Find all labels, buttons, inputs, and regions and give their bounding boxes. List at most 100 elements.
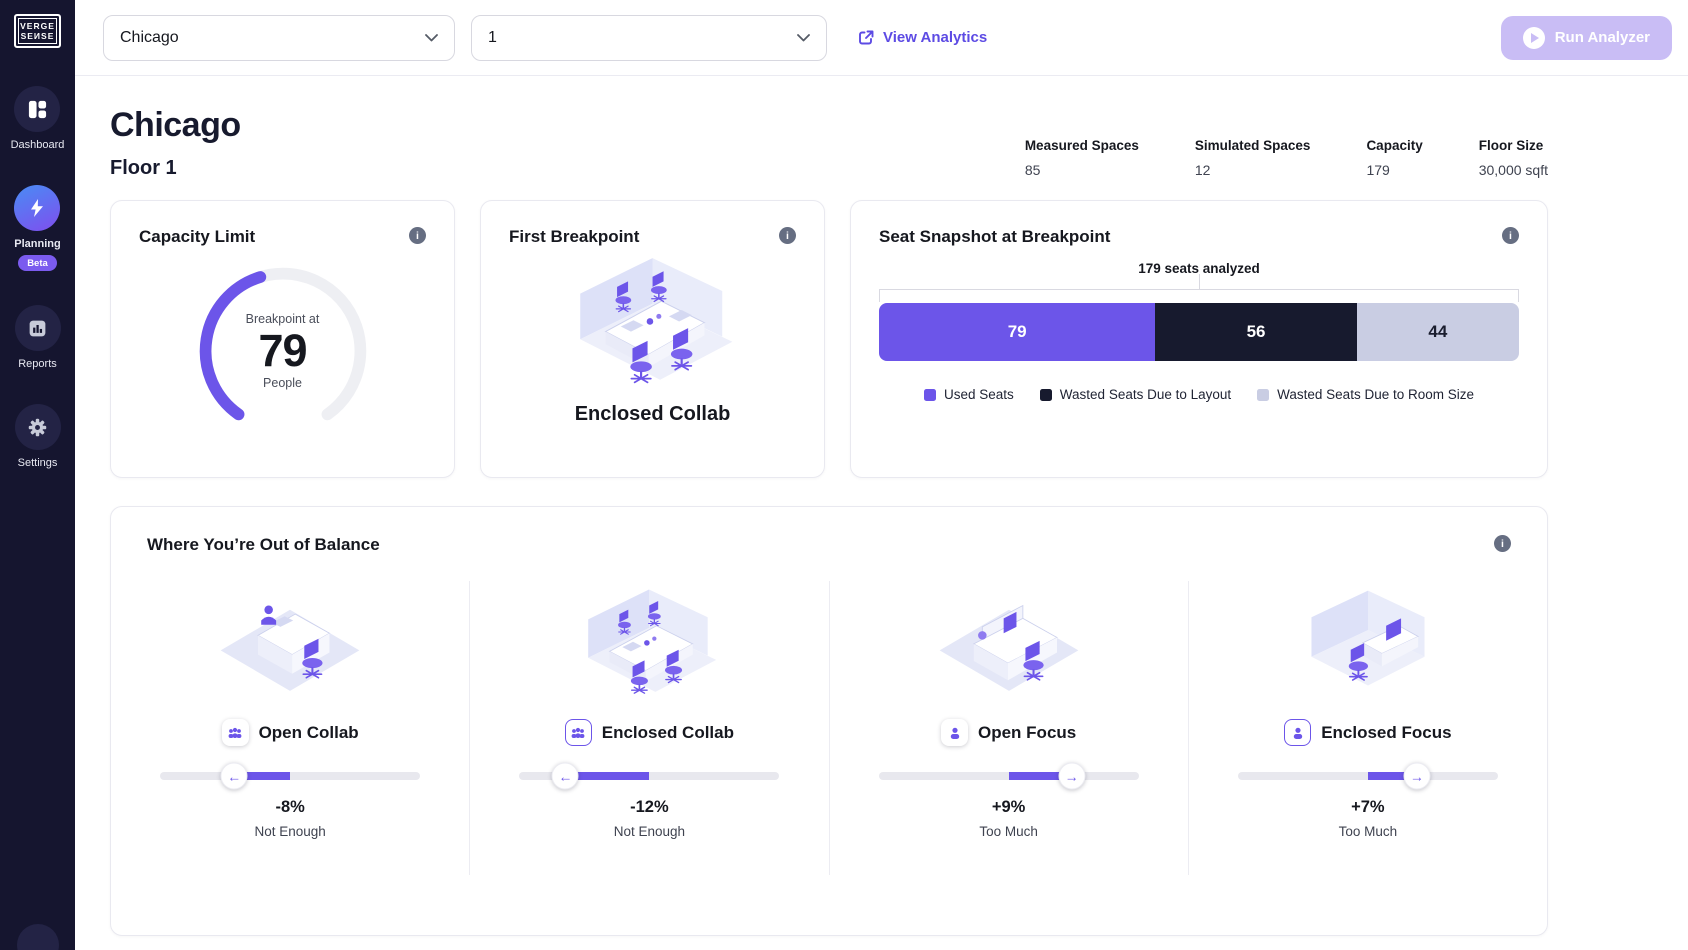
seats-analyzed-annotation: 179 seats analyzed [1138, 261, 1260, 276]
card-title: Seat Snapshot at Breakpoint [879, 227, 1111, 246]
legend-swatch [924, 388, 936, 401]
legend-item-used-seats: Used Seats [924, 387, 1014, 402]
play-icon [1522, 26, 1545, 49]
balance-caption: Not Enough [613, 824, 686, 839]
view-analytics-link[interactable]: View Analytics [857, 29, 987, 47]
logo-line-2: SEИSE [20, 31, 55, 41]
enclosed-collab-illustration [509, 253, 796, 395]
balance-col-open-focus: Open Focus → +9% Too Much [830, 581, 1189, 875]
sidebar: VERGE SEИSE Dashboard Pl [0, 0, 75, 950]
bar-segment-wasted-room-size: 44 [1356, 303, 1519, 361]
first-breakpoint-value: Enclosed Collab [574, 403, 731, 425]
page-subtitle: Floor 1 [110, 157, 177, 179]
balance-label: Enclosed Collab [601, 722, 734, 742]
balance-label: Enclosed Focus [1321, 722, 1452, 742]
stat-capacity: Capacity 179 [1366, 138, 1423, 178]
dashboard-icon [27, 99, 48, 120]
vergesense-logo: VERGE SEИSE [14, 14, 61, 48]
balance-caption: Too Much [1338, 824, 1398, 839]
info-icon[interactable]: i [1494, 535, 1511, 552]
balance-label: Open Collab [258, 722, 359, 742]
legend-item-wasted-room-size: Wasted Seats Due to Room Size [1257, 387, 1474, 402]
card-title: Where You’re Out of Balance [147, 535, 380, 554]
sidebar-item-planning[interactable]: Planning Beta [14, 185, 61, 271]
balance-caption: Not Enough [254, 824, 326, 839]
balance-card: Where You’re Out of Balance i [110, 506, 1548, 936]
bar-segment-used-seats: 79 [879, 303, 1156, 361]
slider-thumb[interactable]: → [1058, 762, 1086, 790]
page-content: Chicago Floor 1 Measured Spaces 85 Simul… [75, 76, 1548, 936]
sidebar-item-label: Planning [14, 238, 61, 250]
balance-col-enclosed-focus: Enclosed Focus → +7% Too Much [1189, 581, 1547, 875]
floor-select-value: 1 [488, 28, 497, 46]
balance-col-enclosed-collab: Enclosed Collab ← -12% Not Enough [470, 581, 830, 875]
floor-select[interactable]: 1 [471, 14, 827, 61]
bracket [879, 274, 1519, 303]
bar-segment-wasted-layout: 56 [1155, 303, 1357, 361]
arrow-left-icon: ← [558, 768, 573, 784]
gauge-fill [199, 271, 266, 421]
chevron-down-icon [797, 33, 810, 42]
enclosed-collab-illustration [569, 581, 729, 709]
balance-value: -12% [630, 798, 669, 816]
slider-thumb[interactable]: → [1403, 762, 1431, 790]
people-icon [564, 719, 592, 746]
view-analytics-label: View Analytics [883, 29, 988, 46]
balance-label: Open Focus [978, 722, 1077, 742]
balance-value: +7% [1351, 798, 1385, 816]
run-analyzer-button[interactable]: Run Analyzer [1500, 15, 1672, 60]
enclosed-focus-illustration [1288, 581, 1448, 709]
legend-swatch [1039, 388, 1052, 401]
sidebar-item-label: Settings [17, 457, 58, 469]
beta-badge: Beta [18, 255, 57, 271]
info-icon[interactable]: i [1502, 227, 1519, 244]
legend-swatch [1257, 388, 1270, 401]
stat-simulated-spaces: Simulated Spaces 12 [1194, 138, 1311, 178]
info-icon[interactable]: i [779, 227, 796, 244]
stat-measured-spaces: Measured Spaces 85 [1024, 138, 1139, 178]
slider-fill [1367, 772, 1417, 780]
topbar: Chicago 1 View Anal [75, 0, 1688, 76]
info-icon[interactable]: i [409, 227, 426, 244]
person-icon [941, 719, 968, 746]
slider-thumb[interactable]: ← [551, 762, 579, 790]
arrow-right-icon: → [1064, 768, 1079, 784]
balance-slider: → [878, 762, 1139, 790]
building-select[interactable]: Chicago [103, 14, 455, 61]
person-icon [1284, 719, 1312, 746]
arrow-right-icon: → [1409, 768, 1424, 784]
capacity-gauge: Breakpoint at 79 People [193, 261, 373, 441]
sidebar-item-settings[interactable]: Settings [14, 404, 61, 469]
bar-chart-icon [27, 318, 48, 339]
lightning-icon [27, 198, 47, 218]
gauge-label-top: Breakpoint at [245, 312, 320, 326]
gauge-label-bottom: People [263, 376, 302, 390]
seat-snapshot-bar: 79 56 44 [879, 303, 1519, 361]
main-area: Chicago 1 View Anal [75, 0, 1688, 950]
balance-slider: → [1237, 762, 1498, 790]
first-breakpoint-card: First Breakpoint i [480, 200, 825, 478]
stat-floor-size: Floor Size 30,000 sqft [1478, 138, 1548, 178]
balance-slider: ← [519, 762, 780, 790]
slider-fill [1008, 772, 1072, 780]
slider-thumb[interactable]: ← [220, 762, 248, 790]
sidebar-item-reports[interactable]: Reports [14, 305, 61, 370]
balance-slider: ← [160, 762, 421, 790]
legend-item-wasted-layout: Wasted Seats Due to Layout [1039, 387, 1231, 402]
chevron-down-icon [425, 33, 438, 42]
people-icon [221, 719, 249, 746]
capacity-limit-card: Capacity Limit i Breakpoint at 79 People [110, 200, 455, 478]
slider-fill [565, 772, 650, 780]
page-title: Chicago [110, 106, 241, 144]
balance-caption: Too Much [979, 824, 1038, 839]
open-collab-illustration [210, 581, 370, 709]
sidebar-item-label: Reports [18, 358, 57, 370]
avatar[interactable] [16, 924, 59, 950]
sidebar-item-dashboard[interactable]: Dashboard [11, 86, 64, 151]
card-title: Capacity Limit [139, 227, 256, 246]
run-analyzer-label: Run Analyzer [1554, 29, 1650, 46]
gear-icon [27, 417, 48, 438]
card-title: First Breakpoint [509, 227, 640, 246]
gauge-value: 79 [258, 325, 307, 376]
